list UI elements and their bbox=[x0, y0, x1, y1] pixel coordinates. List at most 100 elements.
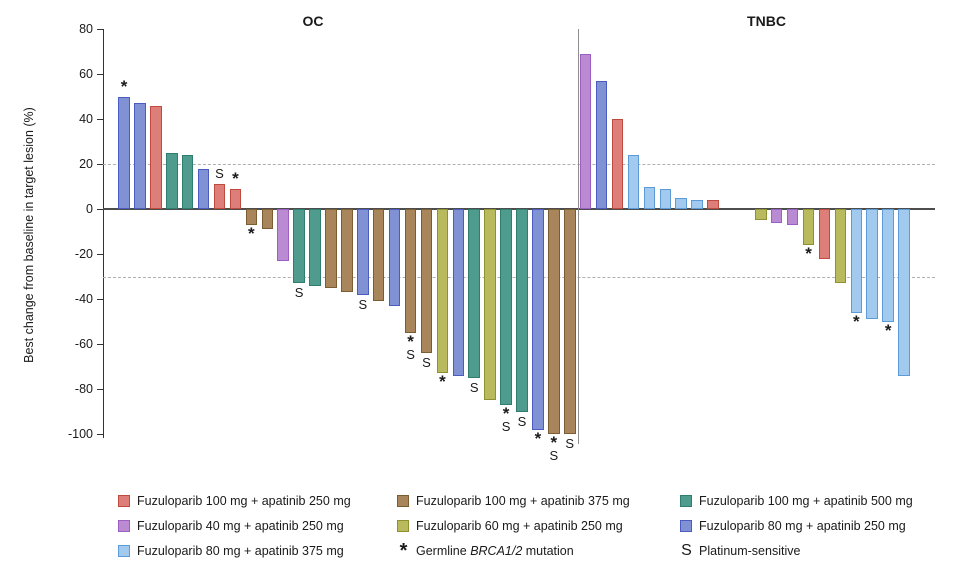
bar-oc-19 bbox=[404, 209, 417, 333]
bar-tnbc-6 bbox=[659, 188, 672, 209]
bar-oc-29 bbox=[564, 209, 576, 434]
bar-oc-27 bbox=[532, 209, 544, 430]
annotation-platinum-s: S bbox=[215, 166, 224, 182]
annotation-brca-asterisk: * bbox=[248, 223, 255, 243]
legend-item-purple: Fuzuloparib 40 mg + apatinib 250 mg bbox=[118, 518, 344, 534]
legend-item-red: Fuzuloparib 100 mg + apatinib 250 mg bbox=[118, 493, 351, 509]
y-axis-label: Best change from baseline in target lesi… bbox=[22, 107, 36, 363]
bar-oc-25 bbox=[500, 209, 512, 405]
bar-tnbc-17 bbox=[834, 209, 847, 284]
bar-oc-6 bbox=[197, 168, 210, 209]
y-tick--60 bbox=[97, 344, 103, 346]
bar-tnbc-16 bbox=[818, 209, 831, 259]
legend-label: Fuzuloparib 100 mg + apatinib 500 mg bbox=[699, 494, 913, 508]
legend-item-olive: Fuzuloparib 60 mg + apatinib 250 mg bbox=[397, 518, 623, 534]
y-tick-label--20: -20 bbox=[74, 247, 93, 261]
panel-title-oc: OC bbox=[302, 13, 324, 29]
bar-annotations: * bbox=[526, 430, 550, 447]
legend-swatch-olive bbox=[397, 520, 409, 532]
annotation-platinum-s: S bbox=[565, 436, 575, 451]
legend-swatch-lightblue bbox=[118, 545, 130, 557]
bar-oc-17 bbox=[372, 209, 385, 302]
bar-oc-15 bbox=[341, 209, 353, 293]
bar-oc-22 bbox=[452, 209, 465, 376]
bar-tnbc-12 bbox=[755, 209, 767, 221]
bar-annotations: * bbox=[876, 320, 900, 340]
annotation-brca-asterisk: * bbox=[805, 244, 812, 263]
y-tick-label--40: -40 bbox=[74, 292, 93, 306]
bar-tnbc-1 bbox=[579, 53, 592, 209]
y-tick-60 bbox=[97, 74, 103, 76]
annotation-platinum-s: S bbox=[294, 285, 304, 301]
bar-tnbc-8 bbox=[691, 200, 703, 209]
legend-item-teal: Fuzuloparib 100 mg + apatinib 500 mg bbox=[680, 493, 913, 509]
y-tick--80 bbox=[97, 389, 103, 391]
legend-label: Fuzuloparib 80 mg + apatinib 375 mg bbox=[137, 544, 344, 558]
legend-swatch-purple bbox=[118, 520, 130, 532]
y-tick-label--80: -80 bbox=[74, 382, 93, 396]
annotation-platinum-s: S bbox=[517, 413, 527, 429]
annotation-platinum-s: S bbox=[406, 346, 415, 362]
legend-label: Fuzuloparib 100 mg + apatinib 375 mg bbox=[416, 494, 630, 508]
legend-asterisk-symbol: * bbox=[399, 540, 408, 562]
annotation-brca-asterisk: * bbox=[884, 320, 892, 340]
bar-tnbc-3 bbox=[611, 119, 624, 209]
legend-item-symbol: * Germline BRCA1/2 mutation bbox=[397, 540, 574, 562]
annotation-brca-asterisk: * bbox=[502, 403, 510, 423]
bar-oc-9 bbox=[245, 209, 258, 225]
annotation-platinum-s: S bbox=[358, 296, 368, 312]
bar-annotations: * bbox=[430, 373, 454, 390]
y-tick-20 bbox=[97, 164, 103, 166]
legend-swatch-blue bbox=[680, 520, 692, 532]
bar-annotations: * bbox=[223, 168, 247, 188]
y-tick-0 bbox=[97, 209, 103, 211]
legend-swatch-teal bbox=[680, 495, 692, 507]
y-axis-line bbox=[103, 29, 105, 438]
y-tick--20 bbox=[97, 254, 103, 256]
annotation-brca-asterisk: * bbox=[407, 331, 414, 351]
y-tick-label--60: -60 bbox=[74, 337, 93, 351]
annotation-brca-asterisk: * bbox=[550, 433, 558, 452]
legend-label: Germline BRCA1/2 mutation bbox=[416, 544, 574, 558]
bar-tnbc-21 bbox=[898, 209, 910, 376]
bar-annotations: * bbox=[239, 223, 263, 243]
bar-annotations: S bbox=[351, 298, 375, 311]
bar-oc-11 bbox=[277, 209, 289, 261]
bar-tnbc-15 bbox=[802, 209, 815, 245]
bar-oc-16 bbox=[357, 209, 369, 295]
bar-tnbc-18 bbox=[850, 209, 863, 313]
bar-oc-13 bbox=[309, 209, 321, 286]
bar-oc-14 bbox=[325, 209, 337, 288]
bar-annotations: * bbox=[112, 76, 136, 96]
bar-tnbc-19 bbox=[866, 209, 878, 320]
bar-oc-5 bbox=[181, 155, 194, 209]
bar-tnbc-2 bbox=[595, 80, 608, 209]
annotation-brca-asterisk: * bbox=[232, 168, 239, 188]
bar-oc-7 bbox=[213, 184, 226, 209]
bar-tnbc-9 bbox=[707, 200, 719, 209]
legend-item-lightblue: Fuzuloparib 80 mg + apatinib 375 mg bbox=[118, 543, 344, 559]
bar-annotations: S bbox=[208, 167, 232, 180]
bar-annotations: S bbox=[462, 381, 486, 394]
legend-s-symbol: S bbox=[681, 542, 692, 559]
legend-label: Fuzuloparib 80 mg + apatinib 250 mg bbox=[699, 519, 906, 533]
y-tick-label--100: -100 bbox=[67, 427, 93, 441]
reference-line-20 bbox=[103, 164, 935, 165]
y-tick-label-20: 20 bbox=[79, 157, 93, 171]
annotation-platinum-s: S bbox=[501, 418, 511, 434]
bar-annotations: * bbox=[797, 244, 821, 263]
bar-tnbc-14 bbox=[786, 209, 799, 225]
bar-oc-8 bbox=[229, 188, 242, 209]
legend-swatch-brown bbox=[397, 495, 409, 507]
legend-label: Fuzuloparib 100 mg + apatinib 250 mg bbox=[137, 494, 351, 508]
y-tick--100 bbox=[97, 434, 103, 436]
bar-tnbc-4 bbox=[627, 155, 640, 209]
zero-baseline bbox=[103, 208, 935, 210]
bar-annotations: S bbox=[558, 437, 582, 450]
annotation-brca-asterisk: * bbox=[120, 76, 128, 96]
bar-oc-4 bbox=[166, 152, 178, 209]
legend-item-blue: Fuzuloparib 80 mg + apatinib 250 mg bbox=[680, 518, 906, 534]
bar-oc-1 bbox=[118, 96, 130, 209]
bar-oc-20 bbox=[420, 209, 433, 353]
